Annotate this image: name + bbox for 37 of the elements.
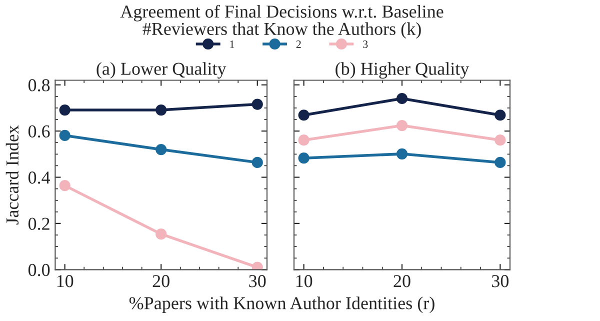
point (298, 134, 310, 146)
point (156, 228, 167, 240)
x-tick-label: 30 (492, 275, 509, 288)
y-tick-label: 0.8 (28, 79, 50, 92)
text: Agreement of Final Decisions w.r.t. Baseline (120, 4, 444, 22)
x-tick-label: 20 (394, 275, 410, 288)
legend-title: #Reviewers that Know the Authors (k) (142, 22, 421, 39)
y-axis-title: Jaccard Index (6, 125, 19, 224)
point (59, 104, 70, 116)
point (252, 98, 263, 110)
legend-label: 3 (363, 40, 368, 48)
y-tick-label: 0.6 (28, 125, 50, 138)
x-tick-label: 30 (249, 275, 266, 288)
point (298, 152, 310, 164)
y-tick-label: 0.0 (28, 264, 50, 276)
x-tick-label: 20 (152, 275, 170, 288)
point (494, 134, 506, 146)
point (59, 130, 70, 142)
point (156, 144, 167, 156)
point (252, 156, 263, 168)
point (59, 180, 70, 192)
x-tick-label: 10 (57, 275, 74, 288)
y-tick-label: 0.4 (28, 172, 50, 184)
point (494, 156, 506, 168)
legend-label: 1 (230, 40, 234, 48)
point (396, 92, 408, 104)
x-axis-title: %Papers with Known Author Identities (r) (129, 296, 434, 313)
x-tick-label: 10 (296, 275, 312, 288)
chart-title: (b) Higher Quality (336, 62, 470, 79)
point (494, 110, 506, 121)
y-tick-label: 0.2 (28, 218, 50, 230)
point (396, 120, 408, 132)
point (396, 148, 408, 160)
point (298, 110, 310, 121)
legend-label: 2 (296, 40, 301, 48)
point (156, 104, 167, 116)
chart-title: (a) Lower Quality (96, 62, 226, 79)
